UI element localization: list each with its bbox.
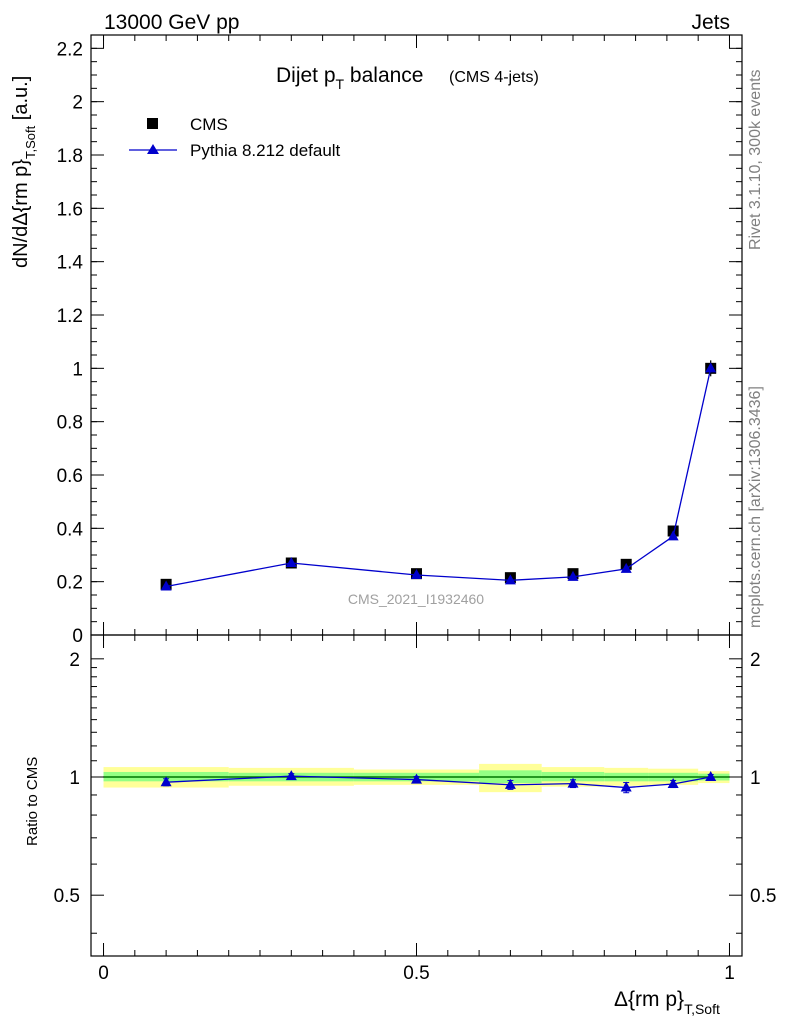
pythia-data-point: [411, 569, 422, 579]
mcplots-label: mcplots.cern.ch [arXiv:1306.3436]: [747, 386, 764, 628]
main-y-tick-label: 0: [72, 626, 83, 647]
main-y-tick-label: 0.4: [57, 519, 84, 540]
ratio-data-point: [620, 781, 632, 792]
x-axis-label: Δ{rm p}T,Soft: [614, 988, 720, 1017]
ratio-y-tick-label-right: 1: [750, 768, 761, 789]
ratio-y-tick-label: 2: [69, 650, 80, 671]
pythia-line: [165, 368, 712, 588]
main-y-tick-label: 1.8: [57, 146, 83, 167]
main-y-tick-label: 1.2: [57, 306, 83, 327]
ratio-y-tick-label: 0.5: [54, 886, 80, 907]
main-y-tick-label: 2: [72, 93, 83, 114]
main-y-tick-label: 2.2: [57, 39, 83, 60]
pythia-data-point: [160, 580, 172, 591]
main-y-axis-label: dN/dΔ{rm p}T,Soft [a.u.]: [10, 76, 38, 268]
header-energy: 13000 GeV pp: [104, 11, 239, 34]
pythia-data-point: [285, 557, 297, 567]
pythia-data-point: [667, 530, 679, 541]
ratio-line: [166, 775, 711, 789]
pythia-data-point: [620, 562, 632, 573]
legend: CMS Pythia 8.212 default: [129, 115, 341, 160]
legend-pythia-label: Pythia 8.212 default: [190, 141, 341, 160]
main-panel-frame: [90, 34, 743, 636]
main-y-tick-label: 0.6: [57, 466, 83, 487]
ratio-data-point: [667, 777, 679, 788]
main-y-tick-label: 1: [72, 359, 83, 380]
main-y-tick-label: 1.4: [57, 253, 84, 274]
ratio-data-point: [504, 778, 516, 789]
header-process: Jets: [691, 11, 730, 34]
rivet-label: Rivet 3.1.10, 300k events: [747, 69, 764, 250]
legend-pythia-marker: [147, 144, 159, 154]
x-tick-label: 0.5: [403, 963, 429, 984]
pythia-data-point: [567, 570, 579, 581]
legend-cms-label: CMS: [190, 115, 228, 134]
ratio-panel-frame: [90, 634, 743, 957]
legend-cms-marker: [147, 118, 158, 129]
analysis-watermark: CMS_2021_I1932460: [348, 591, 484, 607]
main-y-tick-label: 1.6: [57, 199, 83, 220]
main-y-tick-label: 0.2: [57, 573, 83, 594]
ratio-data-point: [411, 773, 422, 784]
ratio-y-tick-label-right: 0.5: [750, 886, 776, 907]
ratio-y-tick-label-right: 2: [750, 650, 761, 671]
main-y-tick-label: 0.8: [57, 413, 83, 434]
plot-title-qualifier: (CMS 4-jets): [449, 69, 539, 86]
ratio-data-point: [705, 771, 717, 782]
main-panel: 0 0.2 0.4 0.6 0.8 1 1.2 1.4 1.6 1.8 2 2.2: [57, 34, 743, 956]
x-tick-label: 1: [724, 963, 735, 984]
ratio-data-point: [160, 776, 172, 787]
x-tick-label: 0: [98, 963, 109, 984]
ratio-y-axis-label: Ratio to CMS: [24, 757, 41, 846]
pythia-data-point: [504, 574, 516, 585]
ratio-data-point: [567, 777, 579, 788]
plot-title: Dijet pT balance: [276, 64, 424, 92]
ratio-data-point: [285, 770, 297, 781]
pythia-data-point: [705, 362, 717, 373]
ratio-panel: 0 0.5 1 0.5 0.5 1 1 2 2: [54, 634, 776, 984]
ratio-y-tick-label: 1: [69, 768, 80, 789]
